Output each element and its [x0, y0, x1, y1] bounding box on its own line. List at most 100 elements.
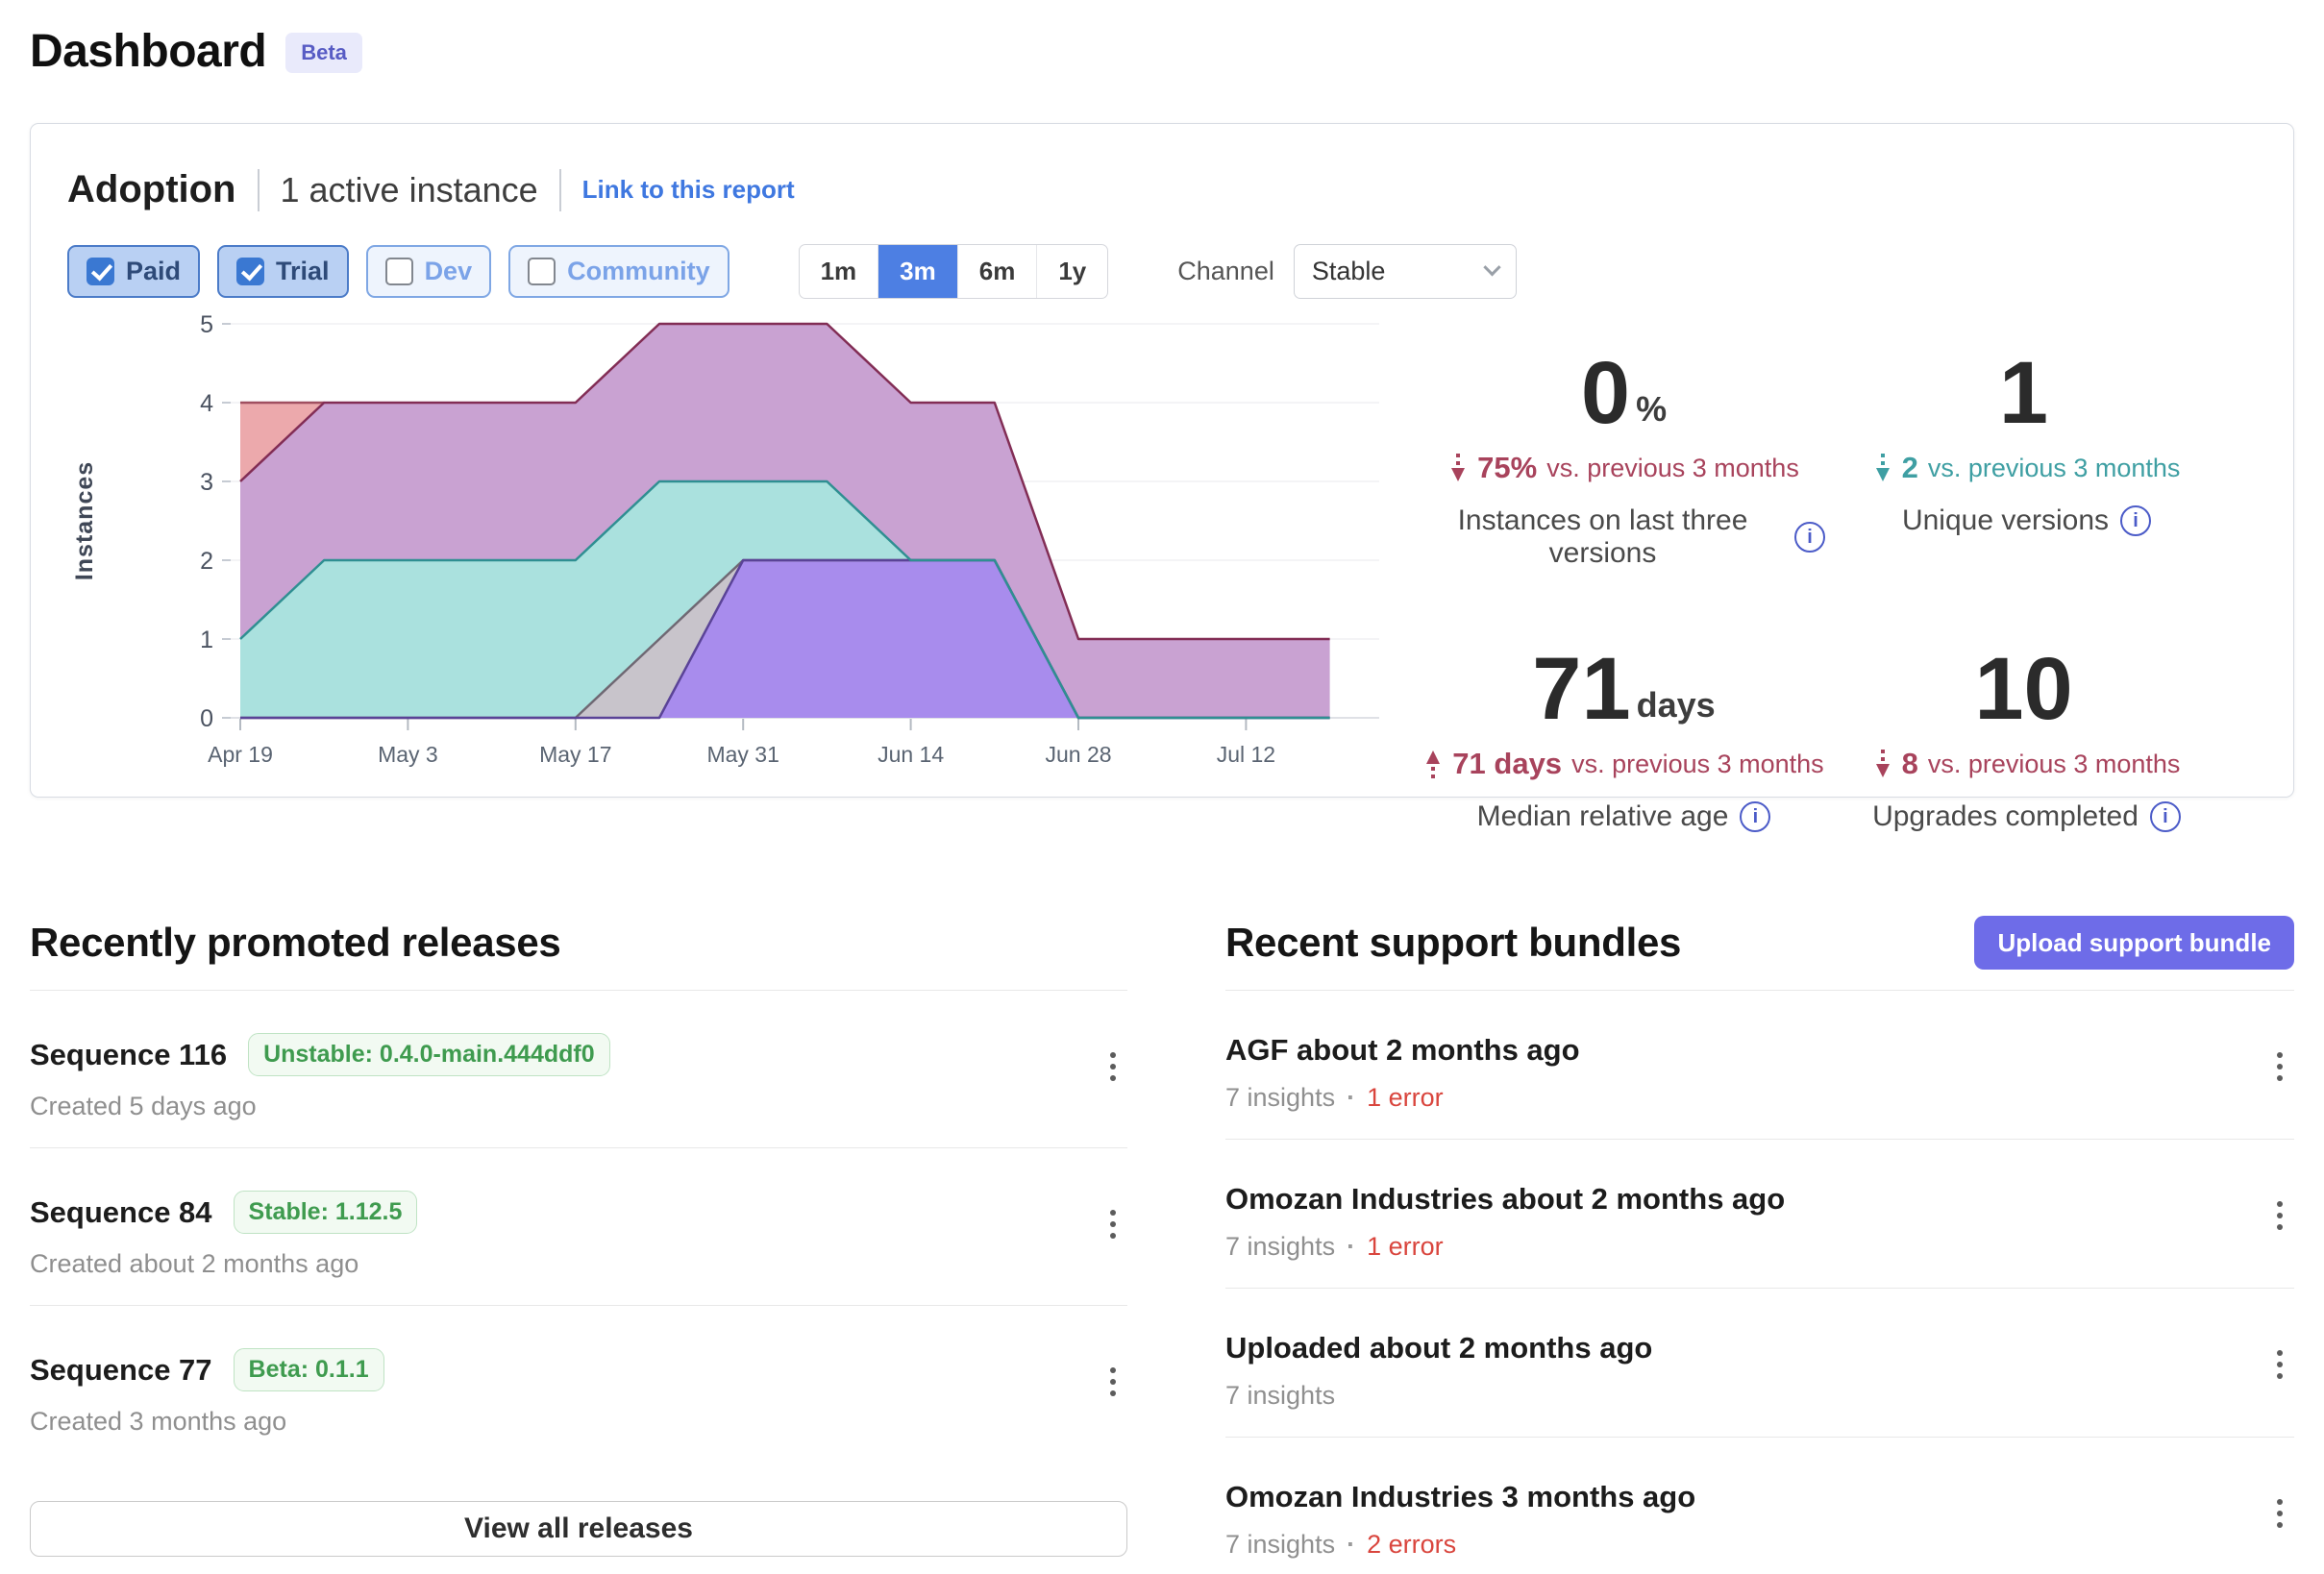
support-bundles-section: Recent support bundles Upload support bu…	[1225, 905, 2294, 1574]
stat-caption: Upgrades completed	[1825, 800, 2228, 833]
bundle-insights: 7 insights	[1225, 1232, 1336, 1261]
release-row: Sequence 77 Beta: 0.1.1 Created 3 months…	[30, 1305, 1127, 1463]
info-icon[interactable]	[2149, 801, 2181, 832]
release-created: Created about 2 months ago	[30, 1249, 359, 1278]
kebab-menu-icon[interactable]	[2271, 1195, 2288, 1236]
stat-median-relative-age: 71 days 71 days vs. previous 3 months Me…	[1422, 645, 1825, 833]
trend-up-icon	[1426, 750, 1441, 778]
trend-down-icon	[1875, 750, 1890, 777]
link-to-report[interactable]: Link to this report	[581, 175, 795, 204]
stat-unit: %	[1636, 389, 1668, 429]
releases-section: Recently promoted releases Sequence 116 …	[30, 905, 1127, 1574]
adoption-controls: Paid Trial Dev Community 1m 3m 6m 1y Cha…	[67, 244, 2257, 299]
view-all-releases-button[interactable]: View all releases	[30, 1501, 1127, 1557]
stat-value: 1	[1998, 344, 2049, 442]
range-6m[interactable]: 6m	[956, 245, 1037, 298]
release-channel-badge: Beta: 0.1.1	[233, 1348, 384, 1391]
info-icon[interactable]	[2120, 505, 2152, 536]
time-range-segmented-control: 1m 3m 6m 1y	[798, 244, 1109, 299]
upload-support-bundle-button[interactable]: Upload support bundle	[1974, 916, 2294, 970]
beta-badge: Beta	[285, 33, 362, 73]
release-channel-badge: Stable: 1.12.5	[233, 1191, 418, 1234]
checked-checkbox-icon	[236, 258, 265, 285]
release-name: Sequence 77	[30, 1352, 212, 1387]
trend-down-icon	[1875, 454, 1890, 481]
stat-unique-versions: 1 2 vs. previous 3 months Unique version…	[1825, 349, 2228, 570]
stat-value: 71	[1532, 640, 1631, 738]
bundle-name: AGF about 2 months ago	[1225, 1033, 1580, 1067]
kebab-menu-icon[interactable]	[1104, 1204, 1122, 1244]
svg-text:Instances: Instances	[71, 461, 98, 580]
stat-value: 10	[1974, 640, 2073, 738]
filter-paid-toggle[interactable]: Paid	[67, 245, 201, 298]
svg-text:Apr 19: Apr 19	[208, 742, 273, 767]
bundle-name: Uploaded about 2 months ago	[1225, 1331, 1653, 1365]
chevron-down-icon	[1483, 258, 1501, 277]
kebab-menu-icon[interactable]	[2271, 1344, 2288, 1385]
bundle-insights: 7 insights	[1225, 1381, 1336, 1410]
bundle-insights: 7 insights	[1225, 1530, 1336, 1559]
kebab-menu-icon[interactable]	[2271, 1046, 2288, 1087]
release-row: Sequence 84 Stable: 1.12.5 Created about…	[30, 1147, 1127, 1305]
svg-text:3: 3	[200, 469, 213, 496]
release-created: Created 5 days ago	[30, 1092, 257, 1120]
checked-checkbox-icon	[87, 258, 114, 285]
adoption-card-body: 0 1 2 3 4 5 Apr 19 May 3 May 17 May 31 Jun 14 Jun 2…	[67, 311, 2257, 833]
svg-text:May 3: May 3	[378, 742, 438, 767]
dot-separator: ·	[1347, 1530, 1356, 1559]
releases-heading: Recently promoted releases	[30, 920, 561, 965]
divider	[558, 168, 561, 211]
bundle-row: Uploaded about 2 months ago 7 insights ·	[1225, 1288, 2294, 1437]
trend-down-icon	[1451, 454, 1466, 481]
channel-select[interactable]: Stable	[1293, 244, 1517, 299]
bundle-errors: 1 error	[1367, 1083, 1444, 1112]
stat-upgrades-completed: 10 8 vs. previous 3 months Upgrades comp…	[1825, 645, 2228, 833]
filter-dev-toggle[interactable]: Dev	[365, 245, 492, 298]
divider	[257, 168, 260, 211]
adoption-chart: 0 1 2 3 4 5 Apr 19 May 3 May 17 May 31 Jun 14 Jun 2…	[67, 311, 1403, 833]
stat-delta: 71 days vs. previous 3 months	[1422, 747, 1825, 781]
unchecked-checkbox-icon	[384, 258, 413, 285]
bundle-errors: 2 errors	[1367, 1530, 1457, 1559]
stat-unit: days	[1636, 685, 1716, 725]
bundles-list: AGF about 2 months ago 7 insights · 1 er…	[1225, 990, 2294, 1574]
adoption-stats-grid: 0 % 75% vs. previous 3 months Instances …	[1403, 314, 2257, 833]
range-3m-selected[interactable]: 3m	[878, 245, 957, 298]
release-created: Created 3 months ago	[30, 1407, 287, 1436]
kebab-menu-icon[interactable]	[2271, 1493, 2288, 1534]
page-title: Dashboard	[30, 25, 267, 77]
stat-delta: 8 vs. previous 3 months	[1825, 747, 2228, 781]
stat-delta: 75% vs. previous 3 months	[1422, 451, 1825, 485]
svg-text:4: 4	[200, 390, 213, 417]
bundle-name: Omozan Industries about 2 months ago	[1225, 1182, 1786, 1216]
stat-delta: 2 vs. previous 3 months	[1825, 451, 2228, 485]
unchecked-checkbox-icon	[528, 258, 556, 285]
info-icon[interactable]	[1740, 801, 1771, 832]
kebab-menu-icon[interactable]	[1104, 1046, 1122, 1087]
bottom-sections: Recently promoted releases Sequence 116 …	[30, 905, 2294, 1574]
kebab-menu-icon[interactable]	[1104, 1362, 1122, 1402]
page-header: Dashboard Beta	[30, 21, 2294, 81]
bundle-name: Omozan Industries 3 months ago	[1225, 1480, 1696, 1513]
range-1m[interactable]: 1m	[820, 257, 857, 285]
instances-area-chart: 0 1 2 3 4 5 Apr 19 May 3 May 17 May 31 Jun 14 Jun 2…	[71, 311, 1379, 767]
svg-text:0: 0	[200, 705, 213, 732]
release-channel-badge: Unstable: 0.4.0-main.444ddf0	[248, 1033, 610, 1076]
range-1y[interactable]: 1y	[1036, 245, 1107, 298]
svg-text:May 31: May 31	[706, 742, 779, 767]
bundle-insights: 7 insights	[1225, 1083, 1336, 1112]
stat-instances-last-three-versions: 0 % 75% vs. previous 3 months Instances …	[1422, 349, 1825, 570]
info-icon[interactable]	[1794, 522, 1825, 553]
svg-text:2: 2	[200, 548, 213, 575]
bundle-row: Omozan Industries about 2 months ago 7 i…	[1225, 1139, 2294, 1288]
filter-label: Paid	[126, 257, 182, 285]
release-name: Sequence 116	[30, 1037, 228, 1071]
dot-separator: ·	[1347, 1083, 1356, 1112]
filter-label: Trial	[276, 257, 330, 285]
filter-community-toggle[interactable]: Community	[508, 245, 729, 298]
channel-selected-value: Stable	[1311, 257, 1386, 285]
filter-label: Dev	[424, 257, 473, 285]
svg-text:May 17: May 17	[539, 742, 611, 767]
filter-trial-toggle[interactable]: Trial	[217, 245, 349, 298]
